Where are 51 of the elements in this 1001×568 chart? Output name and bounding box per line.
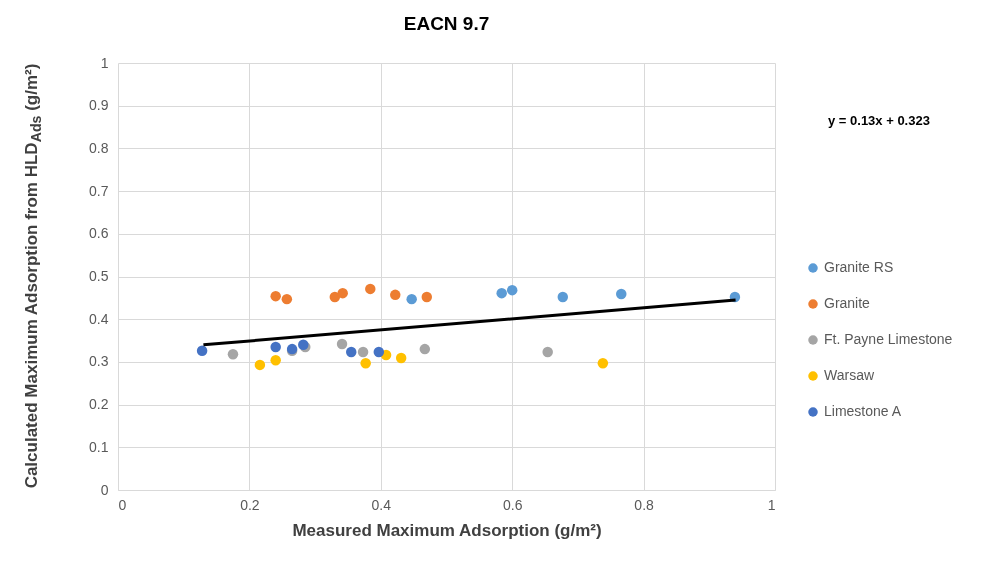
- legend-label: Warsaw: [824, 367, 875, 383]
- y-tick-label: 0.6: [89, 225, 109, 242]
- point: [373, 346, 385, 358]
- legend-label: Granite RS: [824, 259, 894, 275]
- legend-label: Granite: [824, 295, 871, 311]
- x-tick-label: 0.6: [502, 496, 523, 513]
- legend-label: Ft. Payne Limestone: [824, 331, 953, 347]
- point: [390, 289, 401, 301]
- chart-title: EACN 9.7: [403, 13, 490, 34]
- y-tick-label: 0.2: [89, 396, 109, 413]
- y-tick-label: 0.4: [89, 310, 109, 327]
- point: [406, 293, 417, 305]
- point: [270, 354, 281, 366]
- point: [336, 338, 348, 350]
- x-tick-label: 1: [767, 496, 776, 513]
- point: [281, 293, 293, 305]
- point: [506, 284, 518, 296]
- point: [496, 287, 507, 299]
- point: [337, 287, 348, 299]
- x-tick-label: 0: [118, 496, 127, 513]
- text: y = 0.13x + 0.323: [828, 113, 930, 128]
- point: [360, 357, 371, 369]
- y-tick-label: 0.3: [89, 353, 109, 370]
- point: [419, 343, 431, 355]
- y-tick-label: 0.5: [89, 268, 109, 284]
- point: [421, 291, 433, 303]
- point: [597, 357, 609, 369]
- y-tick-label: 0: [100, 481, 109, 498]
- point: [196, 345, 208, 357]
- legend-label: Limestone A: [824, 403, 902, 419]
- point: [254, 359, 266, 371]
- x-tick-label: 0.4: [371, 496, 392, 513]
- point: [542, 346, 553, 358]
- point: [616, 288, 627, 300]
- y-tick-label: 0.1: [89, 438, 109, 455]
- y-tick-label: 0.7: [89, 182, 109, 199]
- y-tick-label: 1: [100, 54, 109, 71]
- x-tick-label: 0.8: [634, 496, 655, 513]
- x-axis-title: Measured Maximum Adsorption (g/m²): [292, 520, 602, 540]
- point: [395, 352, 407, 364]
- x-tick-label: 0.2: [240, 496, 260, 513]
- point: [329, 291, 341, 303]
- point: [357, 346, 369, 358]
- y-tick-label: 0.8: [89, 139, 109, 156]
- y-tick-label: 0.9: [89, 97, 109, 114]
- point: [270, 290, 281, 302]
- point: [227, 348, 239, 360]
- point: [557, 291, 569, 303]
- point: [270, 341, 281, 353]
- point: [365, 283, 376, 295]
- point: [345, 346, 357, 358]
